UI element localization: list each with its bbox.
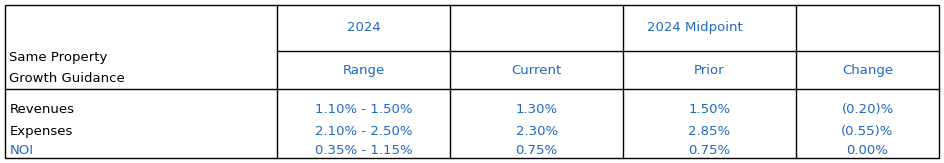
Text: Expenses: Expenses <box>9 125 73 138</box>
Text: 1.30%: 1.30% <box>515 103 558 116</box>
Text: 0.00%: 0.00% <box>847 144 888 157</box>
Text: 2.30%: 2.30% <box>515 125 558 138</box>
Text: 1.10% - 1.50%: 1.10% - 1.50% <box>314 103 413 116</box>
Text: Range: Range <box>343 64 384 77</box>
Text: NOI: NOI <box>9 144 33 157</box>
Text: 0.75%: 0.75% <box>688 144 731 157</box>
Text: Revenues: Revenues <box>9 103 75 116</box>
Text: Prior: Prior <box>694 64 725 77</box>
Text: 2.10% - 2.50%: 2.10% - 2.50% <box>314 125 413 138</box>
Text: 0.75%: 0.75% <box>515 144 558 157</box>
Text: Current: Current <box>512 64 562 77</box>
Text: 2024 Midpoint: 2024 Midpoint <box>647 21 743 34</box>
Text: 2024: 2024 <box>346 21 380 34</box>
Text: (0.20)%: (0.20)% <box>841 103 894 116</box>
Text: (0.55)%: (0.55)% <box>841 125 894 138</box>
Text: 2.85%: 2.85% <box>688 125 731 138</box>
Text: 1.50%: 1.50% <box>688 103 731 116</box>
Text: Growth Guidance: Growth Guidance <box>9 72 126 85</box>
Text: Change: Change <box>842 64 893 77</box>
Text: Same Property: Same Property <box>9 51 108 64</box>
Text: 0.35% - 1.15%: 0.35% - 1.15% <box>314 144 413 157</box>
